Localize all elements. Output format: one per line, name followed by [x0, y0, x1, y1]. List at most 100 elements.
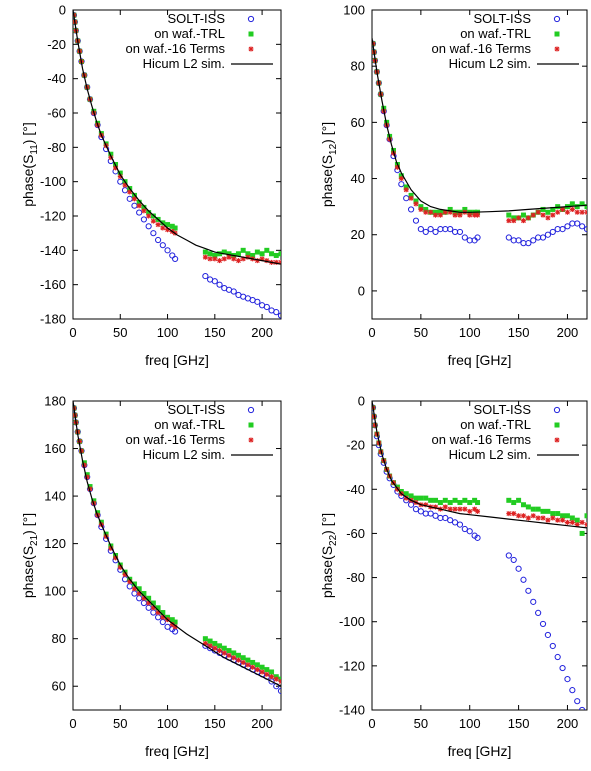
y-tick-label: -40: [47, 71, 66, 86]
data-point: [86, 96, 94, 103]
data-point: [165, 222, 171, 228]
data-point: [126, 195, 133, 202]
data-point: [549, 228, 556, 236]
x-tick-label: 50: [414, 716, 428, 731]
data-point: [172, 624, 178, 630]
data-point: [254, 249, 260, 255]
data-point: [245, 254, 251, 260]
data-point: [117, 564, 123, 570]
y-tick-label: -100: [40, 174, 66, 189]
y-axis-label: phase(S21) [°]: [20, 513, 40, 598]
data-point: [254, 667, 260, 673]
legend-label: on waf.-16 Terms: [432, 41, 532, 56]
data-point: [136, 203, 142, 209]
x-tick-label: 150: [204, 716, 226, 731]
data-point: [131, 202, 138, 209]
legend-label: on waf.-16 Terms: [126, 41, 226, 56]
data-point: [530, 513, 536, 519]
data-point: [273, 259, 279, 265]
data-point: [530, 598, 537, 605]
x-tick-label: 0: [368, 325, 375, 340]
data-point: [564, 209, 570, 215]
data-point: [442, 209, 448, 215]
x-tick-label: 150: [508, 716, 530, 731]
data-point: [117, 178, 124, 185]
data-point: [145, 223, 152, 230]
data-point: [150, 213, 156, 219]
legend-label: SOLT-ISS: [473, 402, 531, 417]
data-point: [452, 497, 458, 503]
data-point: [574, 698, 581, 705]
data-point: [564, 223, 571, 230]
legend-label: on waf.-TRL: [154, 26, 225, 41]
data-point: [254, 258, 260, 264]
data-point: [131, 196, 137, 202]
series-hicum-l2-sim-: [372, 401, 587, 529]
data-point: [231, 256, 237, 262]
data-point: [535, 515, 541, 521]
data-point: [433, 212, 439, 218]
data-point: [259, 664, 265, 670]
data-point: [539, 620, 547, 628]
data-point: [505, 234, 512, 241]
data-point: [77, 438, 83, 444]
data-point: [452, 506, 458, 512]
data-point: [141, 208, 147, 214]
data-point: [423, 495, 429, 501]
data-point: [437, 209, 443, 215]
data-point: [408, 195, 414, 201]
data-point: [432, 228, 439, 236]
data-point: [574, 204, 580, 210]
data-point: [550, 511, 556, 517]
data-point: [456, 521, 464, 528]
data-point: [511, 218, 517, 224]
data-point: [264, 258, 270, 264]
y-tick-label: 140: [44, 489, 66, 504]
y-tick-label: -120: [40, 209, 66, 224]
x-axis-label: freq [GHz]: [145, 743, 209, 759]
data-point: [525, 240, 532, 247]
series-hicum-l2-sim-: [372, 38, 587, 213]
data-point: [564, 519, 570, 525]
data-point: [474, 534, 481, 541]
data-point: [202, 272, 209, 280]
data-point: [160, 225, 166, 231]
y-tick-label: -80: [47, 140, 66, 155]
data-point: [154, 236, 162, 244]
data-point: [475, 500, 481, 506]
data-point: [172, 225, 178, 231]
data-point: [121, 576, 129, 583]
data-point: [544, 631, 552, 639]
x-tick-label: 200: [557, 325, 579, 340]
y-tick-label: 100: [343, 3, 365, 18]
data-point: [579, 209, 585, 215]
data-point: [569, 206, 575, 212]
data-point: [240, 655, 246, 661]
data-point: [117, 174, 123, 180]
y-tick-label: -60: [346, 526, 365, 541]
plot-frame: [72, 9, 282, 320]
plot-area: [372, 38, 587, 247]
data-point: [412, 217, 420, 224]
data-point: [254, 298, 261, 305]
legend-label: on waf.-TRL: [460, 417, 531, 432]
data-point: [506, 212, 512, 218]
data-point: [81, 462, 87, 468]
data-point: [127, 579, 133, 585]
data-point: [437, 500, 443, 506]
y-tick-label: -140: [40, 243, 66, 258]
data-point: [217, 648, 223, 654]
legend-label: on waf.-TRL: [154, 417, 225, 432]
x-tick-label: 200: [251, 716, 273, 731]
data-point: [574, 209, 580, 215]
data-point: [136, 595, 143, 602]
y-tick-label: 40: [351, 171, 365, 186]
data-point: [155, 605, 161, 611]
x-tick-label: 100: [157, 716, 179, 731]
plot-frame: [371, 9, 588, 320]
data-point: [245, 662, 251, 668]
data-point: [172, 255, 179, 263]
plot-frame: [72, 400, 282, 711]
